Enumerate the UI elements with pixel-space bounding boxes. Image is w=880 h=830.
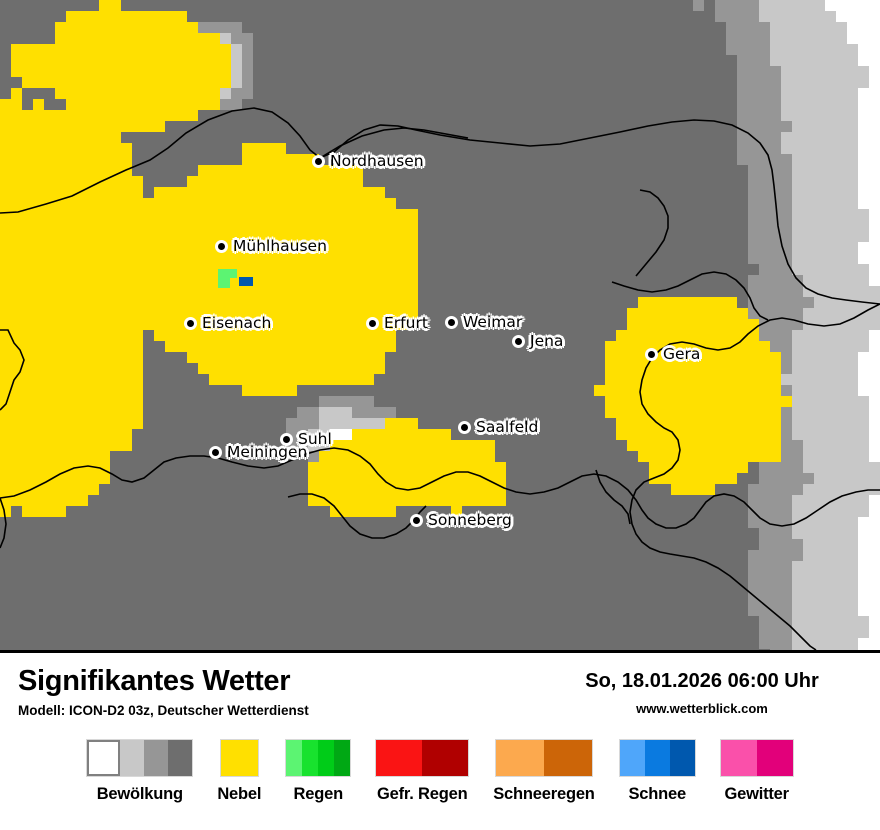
city-marker-erfurt[interactable]: Erfurt [366,314,428,332]
city-marker-eisenach[interactable]: Eisenach [184,314,271,332]
border-north [0,107,880,305]
legend-swatch [756,740,793,776]
city-marker-saalfeld[interactable]: Saalfeld [458,418,538,436]
legend-label: Schneeregen [493,785,595,803]
city-marker-m-hlhausen[interactable]: Mühlhausen [215,237,327,255]
border-gera-loop [635,189,669,277]
city-label: Meiningen [227,443,308,461]
map-pin-icon [410,513,423,527]
map-pin-icon [209,445,222,459]
legend-item-gefr-regen: Gefr. Regen [375,739,470,804]
legend-label: Regen [293,785,344,803]
model-subtitle: Modell: ICON-D2 03z, Deutscher Wetterdie… [18,703,309,719]
legend-label: Bewölkung [96,785,183,803]
website-label: www.wetterblick.com [636,701,768,716]
title-block: Signifikantes Wetter Modell: ICON-D2 03z… [18,665,309,719]
legend-swatch [422,740,469,776]
city-marker-weimar[interactable]: Weimar [445,313,522,331]
forecast-timestamp: So, 18.01.2026 06:00 Uhr [585,670,819,692]
city-label: Weimar [463,313,523,331]
legend-swatch [87,740,121,776]
legend-swatch [286,740,303,776]
city-marker-layer: Nordhausen Mühlhausen Eisenach Erfurt Weimar… [184,152,700,529]
legend-swatch [669,740,695,776]
border-mid-south-east [595,469,631,525]
city-marker-meiningen[interactable]: Meiningen [209,443,307,461]
legend-swatch [495,740,544,776]
map-pin-icon [215,239,228,253]
legend-item-gewitter: Gewitter [719,739,794,804]
legend-item-schneeregen: Schneeregen [493,739,595,804]
map-pin-icon [312,154,325,168]
legend-item-nebel: Nebel [217,739,261,804]
city-label: Suhl [298,430,332,448]
border-east [629,303,880,650]
map-pin-icon [280,432,293,446]
legend-swatches [375,739,470,777]
legend-swatch [543,740,592,776]
city-marker-gera[interactable]: Gera [645,345,700,363]
legend-swatches [285,739,352,777]
legend-swatch [644,740,670,776]
legend-item-schnee: Schnee [618,739,696,804]
city-label: Gera [663,345,701,363]
city-label: Eisenach [202,314,272,332]
legend-swatch [168,740,193,776]
legend-swatch [720,740,757,776]
administrative-borders [0,107,880,650]
border-east-inner [611,271,769,321]
map-pin-icon [645,347,658,361]
legend-swatch [334,740,351,776]
legend-item-bew-lkung: Bewölkung [86,739,194,804]
legend-swatch [220,740,258,776]
legend-item-regen: Regen [285,739,352,804]
map-pin-icon [184,316,197,330]
legend-swatch [144,740,169,776]
legend-swatch [318,740,335,776]
border-south-west [0,497,7,549]
border-south [0,447,880,529]
legend-label: Nebel [217,785,262,803]
footer-header-row: Signifikantes Wetter Modell: ICON-D2 03z… [0,653,880,723]
city-label: Saalfeld [476,418,539,436]
border-nordhausen-east [319,127,469,159]
weather-map-panel[interactable]: Nordhausen Mühlhausen Eisenach Erfurt Weimar… [0,0,880,653]
city-marker-jena[interactable]: Jena [512,332,563,350]
map-pin-icon [445,315,458,329]
city-label: Erfurt [384,314,428,332]
map-pin-icon [512,334,525,348]
legend-swatches [719,739,794,777]
map-pin-icon [458,420,471,434]
legend-swatch [376,740,423,776]
city-marker-suhl[interactable]: Suhl [280,430,332,448]
legend-label: Gewitter [724,785,789,803]
legend-label: Gefr. Regen [377,785,468,803]
city-label: Jena [530,332,564,350]
city-marker-sonneberg[interactable]: Sonneberg [410,511,512,529]
city-label: Sonneberg [428,511,512,529]
significant-weather-raster [0,0,880,650]
map-footer: Signifikantes Wetter Modell: ICON-D2 03z… [0,653,880,830]
legend-swatches [86,739,194,777]
city-label: Nordhausen [330,152,424,170]
date-block: So, 18.01.2026 06:00 Uhr www.wetterblick… [542,670,862,716]
legend-label: Schnee [628,785,686,803]
legend-swatch [120,740,145,776]
city-label: Mühlhausen [233,237,327,255]
legend-swatches [494,739,593,777]
city-marker-nordhausen[interactable]: Nordhausen [312,152,424,170]
border-north-west [0,329,25,411]
page-title: Signifikantes Wetter [18,665,291,697]
legend-swatches [618,739,696,777]
legend-swatch [619,740,645,776]
legend-swatch [302,740,319,776]
weather-legend: Bewölkung Nebel Regen Gefr. Regen Schneerege… [0,739,880,804]
legend-swatches [219,739,259,777]
map-pin-icon [366,316,379,330]
